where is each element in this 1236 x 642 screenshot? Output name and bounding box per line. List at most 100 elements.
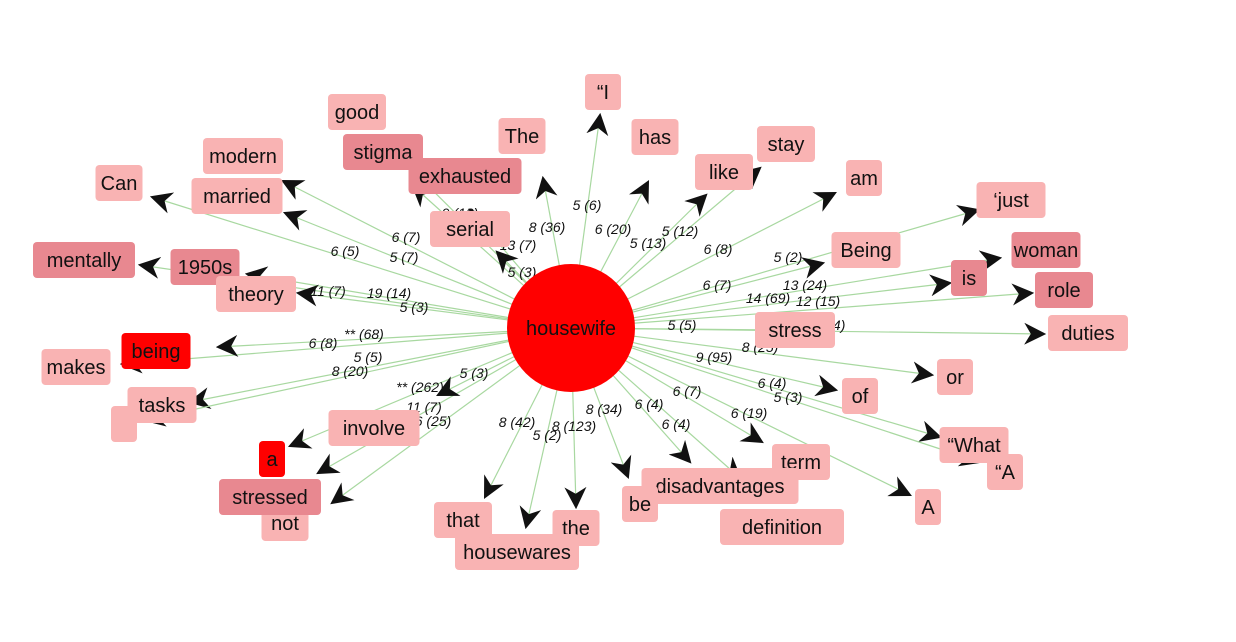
node-box-married[interactable] [191, 178, 283, 214]
node-box-disadvantages[interactable] [641, 468, 799, 504]
node-label-stigma: stigma [354, 142, 414, 164]
node-box-serial[interactable] [430, 211, 510, 247]
node-stay[interactable]: stay [757, 126, 815, 162]
node-married[interactable]: married [191, 178, 283, 214]
node-label-just: ‘just [993, 190, 1029, 212]
node-box-woman[interactable] [1011, 232, 1081, 268]
node-a[interactable]: a [259, 441, 285, 477]
node-label-stay: stay [768, 134, 805, 156]
node-A[interactable]: A [915, 489, 941, 525]
node-box-A[interactable] [915, 489, 941, 525]
node-the2[interactable]: The [498, 118, 546, 154]
node-box-stigma[interactable] [343, 134, 423, 170]
edge-being2 [628, 257, 826, 314]
node-being2[interactable]: Being [831, 232, 901, 268]
node-box-involve[interactable] [328, 410, 420, 446]
node-box-definition[interactable] [720, 509, 844, 545]
node-label-what: “What [947, 435, 1001, 457]
node-woman[interactable]: woman [1011, 232, 1081, 268]
node-label-being: being [132, 341, 181, 363]
node-box-like[interactable] [695, 154, 753, 190]
node-modern[interactable]: modern [203, 138, 283, 174]
node-box-role[interactable] [1035, 272, 1093, 308]
node-box-that[interactable] [434, 502, 492, 538]
node-box-is[interactable] [951, 260, 987, 296]
edge-that [484, 381, 545, 499]
node-label-woman: woman [1013, 240, 1078, 262]
edge-label-term: 6 (7) [673, 383, 702, 399]
node-box-blank[interactable] [111, 406, 137, 442]
node-tasks[interactable]: tasks [127, 387, 197, 423]
node-mentally[interactable]: mentally [33, 242, 135, 278]
node-box-theory[interactable] [216, 276, 296, 312]
node-makes[interactable]: makes [41, 349, 111, 385]
node-box-being[interactable] [121, 333, 191, 369]
node-box-tasks[interactable] [127, 387, 197, 423]
node-serial[interactable]: serial [430, 211, 510, 247]
node-blank[interactable] [111, 406, 137, 442]
node-box-a[interactable] [259, 441, 285, 477]
edge-label-modern: 6 (7) [392, 229, 421, 245]
node-box-housewares[interactable] [455, 534, 579, 570]
node-box-stressed[interactable] [219, 479, 321, 515]
node-is[interactable]: is [951, 260, 987, 296]
node-stressed[interactable]: stressed [219, 479, 321, 515]
node-disadvantages[interactable]: disadvantages [641, 468, 799, 504]
node-label-married: married [203, 186, 271, 208]
node-box-good[interactable] [328, 94, 386, 130]
node-duties[interactable]: duties [1048, 315, 1128, 351]
node-box-a_quote[interactable] [987, 454, 1023, 490]
node-housewares[interactable]: housewares [455, 534, 579, 570]
node-box-duties[interactable] [1048, 315, 1128, 351]
node-box-am[interactable] [846, 160, 882, 196]
edge-the2 [535, 175, 561, 270]
node-box-modern[interactable] [203, 138, 283, 174]
node-label-role: role [1047, 280, 1080, 302]
node-can[interactable]: Can [95, 165, 143, 201]
node-being[interactable]: being [121, 333, 191, 369]
node-definition[interactable]: definition [720, 509, 844, 545]
node-box-being2[interactable] [831, 232, 901, 268]
node-label-like: like [709, 162, 739, 184]
edge-label-stress: 5 (5) [668, 317, 697, 333]
node-or[interactable]: or [937, 359, 973, 395]
node-role[interactable]: role [1035, 272, 1093, 308]
node-has[interactable]: has [631, 119, 679, 155]
edge-or [630, 335, 935, 384]
node-box-just[interactable] [976, 182, 1046, 218]
node-am[interactable]: am [846, 160, 882, 196]
edge-can [149, 192, 514, 311]
node-box-can[interactable] [95, 165, 143, 201]
node-label-serial: serial [446, 219, 494, 241]
node-just[interactable]: ‘just [976, 182, 1046, 218]
node-box-of[interactable] [842, 378, 878, 414]
node-box-stay[interactable] [757, 126, 815, 162]
node-box-stress[interactable] [755, 312, 835, 348]
node-box-makes[interactable] [41, 349, 111, 385]
node-a_quote[interactable]: “A [987, 454, 1023, 490]
node-box-exhausted[interactable] [408, 158, 522, 194]
node-that[interactable]: that [434, 502, 492, 538]
node-exhausted[interactable]: exhausted [408, 158, 522, 194]
node-box-be[interactable] [622, 486, 658, 522]
node-box-mentally[interactable] [33, 242, 135, 278]
node-box-i[interactable] [585, 74, 621, 110]
node-i[interactable]: “I [585, 74, 621, 110]
node-involve[interactable]: involve [328, 410, 420, 446]
center-node[interactable]: housewife [507, 264, 635, 392]
node-of[interactable]: of [842, 378, 878, 414]
edge-label-has: 6 (20) [595, 221, 632, 237]
edge-has [598, 180, 650, 276]
node-stress[interactable]: stress [755, 312, 835, 348]
node-box-the2[interactable] [498, 118, 546, 154]
center-node-circle[interactable] [507, 264, 635, 392]
node-stigma[interactable]: stigma [343, 134, 423, 170]
edge-blank [142, 340, 513, 427]
node-like[interactable]: like [695, 154, 753, 190]
node-label-stressed: stressed [232, 487, 308, 509]
node-good[interactable]: good [328, 94, 386, 130]
node-box-or[interactable] [937, 359, 973, 395]
node-theory[interactable]: theory [216, 276, 296, 312]
node-be[interactable]: be [622, 486, 658, 522]
node-box-has[interactable] [631, 119, 679, 155]
